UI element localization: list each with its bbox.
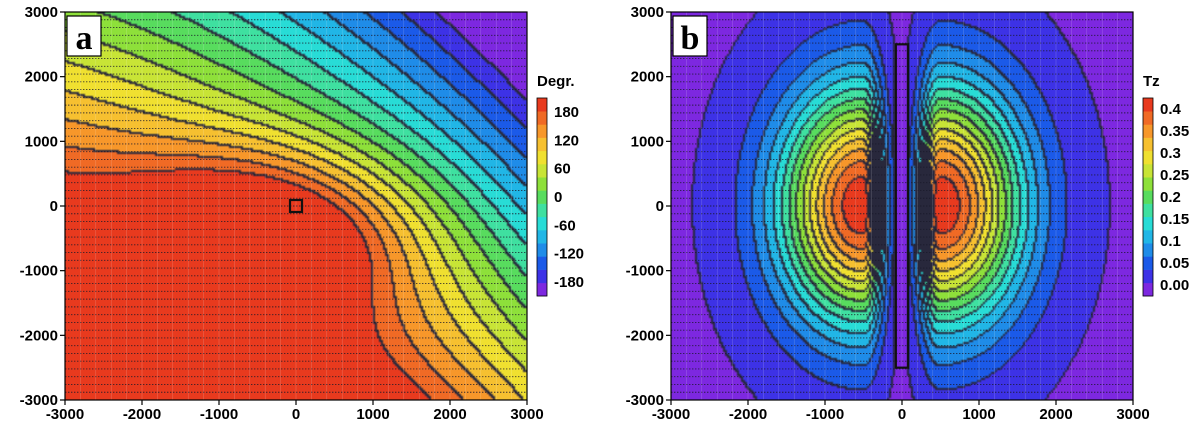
colorbar-tick-label: 60: [554, 161, 571, 178]
tz-panel: -3000 -2000 -1000 0 1000 2000 3000 3000 2000 100…: [626, 4, 1190, 423]
colorbar-swatch: [1143, 164, 1153, 178]
x-tick-label: -1000: [806, 406, 844, 423]
colorbar-swatch: [537, 164, 547, 178]
tz-y-axis-ticks: 3000 2000 1000 0 -1000 -2000 -3000: [626, 4, 671, 409]
colorbar-swatch: [1143, 269, 1153, 284]
colorbar-swatch: [1143, 230, 1153, 244]
colorbar-swatch: [1143, 282, 1153, 297]
tz-grid-lines: [671, 12, 1133, 400]
colorbar-swatch: [1143, 150, 1153, 165]
colorbar-tick-label: -120: [554, 246, 584, 263]
colorbar-swatch: [537, 243, 547, 257]
colorbar-swatch: [537, 124, 547, 138]
colorbar-swatch: [1143, 190, 1153, 204]
y-tick-label: 0: [50, 198, 58, 215]
x-tick-label: -2000: [123, 406, 161, 423]
y-tick-label: -2000: [626, 327, 664, 344]
colorbar-swatch: [1143, 137, 1153, 152]
x-tick-label: 0: [898, 406, 906, 423]
panel-b-label-box: [672, 15, 708, 57]
colorbar-swatch: [1143, 256, 1153, 270]
colorbar-swatch: [537, 282, 547, 297]
phase-y-axis-ticks: 3000 2000 1000 0 -1000 -2000 -3000: [20, 4, 65, 409]
y-tick-label: -1000: [626, 263, 664, 280]
colorbar-title: Tz: [1143, 73, 1160, 90]
tz-colorbar: Tz0.4 0.35 0.3 0.25 0.2 0.15 0.1 0.05 0.00: [1142, 73, 1189, 297]
colorbar-tick-label: -60: [554, 217, 576, 234]
phase-heatmap: [65, 12, 527, 400]
y-tick-label: -1000: [20, 263, 58, 280]
x-tick-label: 2000: [433, 406, 466, 423]
colorbar-tick-label: 0: [554, 189, 562, 206]
colorbar-swatch: [537, 150, 547, 165]
colorbar-swatch: [537, 137, 547, 152]
x-tick-label: 1000: [356, 406, 389, 423]
colorbar-swatch: [1143, 98, 1153, 112]
colorbar-swatch: [537, 98, 547, 112]
colorbar-swatch: [537, 111, 547, 125]
x-tick-label: 3000: [1116, 406, 1149, 423]
colorbar-tick-label: 0.15: [1160, 211, 1189, 228]
colorbar-tick-label: 0.1: [1160, 233, 1181, 250]
phase-grid-lines: [65, 12, 527, 400]
tz-x-axis-ticks: -3000 -2000 -1000 0 1000 2000 3000: [652, 400, 1150, 423]
colorbar-tick-label: 0.4: [1160, 101, 1182, 118]
colorbar-tick-label: 120: [554, 132, 579, 149]
y-tick-label: 2000: [631, 69, 664, 86]
colorbar-swatch: [537, 269, 547, 284]
y-tick-label: 1000: [25, 133, 58, 150]
y-tick-label: 0: [656, 198, 664, 215]
colorbar-tick-label: 0.00: [1160, 277, 1189, 294]
colorbar-swatch: [537, 190, 547, 204]
phase-panel: -3000 -2000 -1000 0 1000 2000 3000 3000 2000 100…: [20, 4, 584, 423]
y-tick-label: 3000: [25, 4, 58, 21]
conductor-outline: [894, 43, 910, 369]
x-tick-label: 3000: [510, 406, 543, 423]
colorbar-swatch: [1143, 203, 1153, 218]
colorbar-swatch: [537, 216, 547, 231]
y-tick-label: 1000: [631, 133, 664, 150]
x-tick-label: -3000: [46, 406, 84, 423]
y-tick-label: -3000: [20, 392, 58, 409]
y-tick-label: 2000: [25, 69, 58, 86]
panel-a-label: a: [76, 20, 93, 57]
y-tick-label: 3000: [631, 4, 664, 21]
colorbar-swatch: [1143, 124, 1153, 138]
colorbar-tick-label: 0.2: [1160, 189, 1181, 206]
panel-b-label: b: [681, 20, 700, 57]
x-tick-label: -1000: [200, 406, 238, 423]
source-square-marker: [288, 198, 304, 214]
phase-colorbar: Degr. 180 120 60 0 -60 -120 -180: [536, 73, 584, 297]
colorbar-swatch: [537, 177, 547, 191]
panel-a-label-box: [66, 15, 102, 57]
colorbar-title: Degr.: [537, 73, 575, 90]
x-tick-label: 0: [292, 406, 300, 423]
colorbar-frame: [536, 97, 548, 297]
x-tick-label: -3000: [652, 406, 690, 423]
x-tick-label: 1000: [962, 406, 995, 423]
colorbar-tick-label: 0.05: [1160, 255, 1189, 272]
colorbar-tick-label: -180: [554, 274, 584, 291]
x-tick-label: 2000: [1039, 406, 1072, 423]
colorbar-swatch: [1143, 243, 1153, 257]
colorbar-frame: [1142, 97, 1154, 297]
phase-x-axis-ticks: -3000 -2000 -1000 0 1000 2000 3000: [46, 400, 544, 423]
y-tick-label: -3000: [626, 392, 664, 409]
colorbar-swatch: [1143, 216, 1153, 231]
colorbar-tick-label: 0.35: [1160, 123, 1189, 140]
colorbar-tick-label: 0.3: [1160, 145, 1181, 162]
x-tick-label: -2000: [729, 406, 767, 423]
colorbar-tick-label: 0.25: [1160, 167, 1189, 184]
colorbar-swatch: [537, 203, 547, 218]
colorbar-tick-label: 180: [554, 104, 579, 121]
colorbar-swatch: [1143, 111, 1153, 125]
colorbar-swatch: [1143, 177, 1153, 191]
colorbar-swatch: [537, 230, 547, 244]
tz-heatmap: [671, 12, 1133, 400]
colorbar-swatch: [537, 256, 547, 270]
y-tick-label: -2000: [20, 327, 58, 344]
